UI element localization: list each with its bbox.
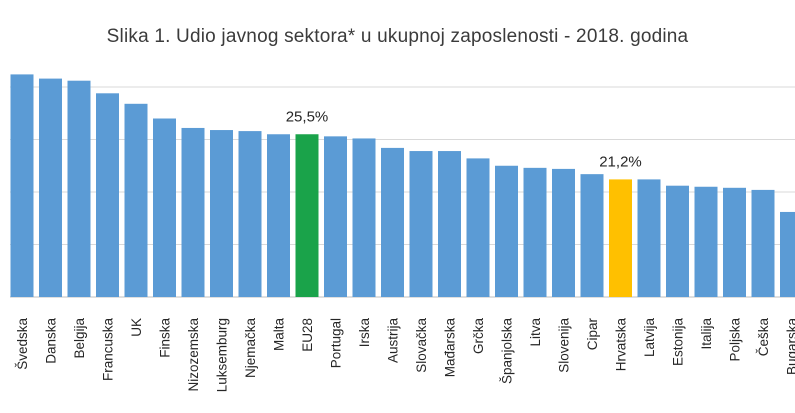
bar-luksemburg (210, 130, 233, 297)
bar-estonija (666, 185, 689, 297)
bars (10, 74, 795, 298)
x-tick-label: Estonija (671, 318, 686, 367)
bar-francuska (96, 93, 119, 297)
chart-title: Slika 1. Udio javnog sektora* u ukupnoj … (106, 26, 689, 47)
x-tick-label: Luksemburg (215, 318, 230, 392)
x-tick-label: Njemačka (243, 318, 258, 379)
bar-poljska (723, 187, 746, 297)
x-tick-label: Mađarska (443, 318, 458, 378)
x-tick-labels: Švedska Danska Belgija Francuska UK Finska Niz… (15, 318, 795, 393)
x-tick-label: Španjolska (500, 318, 515, 385)
bar-španjolska (495, 165, 518, 297)
bar-hrvatska (609, 179, 632, 297)
bar-eu28 (295, 134, 319, 297)
x-tick-label: Hrvatska (614, 318, 629, 372)
x-tick-label: Finska (158, 318, 173, 358)
bar-cipar (580, 174, 604, 297)
x-tick-label: Portugal (329, 318, 344, 368)
bar-finska (153, 118, 176, 297)
x-tick-label: Cipar (585, 318, 600, 351)
x-tick-label: Slovačka (414, 318, 429, 373)
x-tick-label: Poljska (728, 318, 743, 362)
x-tick-label: Bugarska (785, 318, 795, 376)
bar-švedska (10, 74, 34, 298)
bar-grčka (466, 158, 490, 297)
bar-mađarska (438, 151, 461, 297)
x-tick-label: Švedska (15, 318, 30, 370)
data-labels: 25,5% 21,2% (286, 108, 642, 170)
x-tick-label: Grčka (471, 318, 486, 354)
data-label-eu28: 25,5% (286, 108, 329, 125)
x-tick-label: EU28 (300, 318, 315, 352)
bar-belgija (67, 80, 91, 297)
bar-nizozemska (181, 127, 205, 297)
x-tick-label: Malta (272, 318, 287, 352)
bar-slovačka (409, 151, 433, 297)
bar-malta (267, 134, 290, 297)
bar-bugarska (780, 211, 795, 297)
x-tick-label: Austrija (386, 318, 401, 364)
data-label-hrvatska: 21,2% (599, 153, 642, 170)
x-tick-label: Litva (528, 318, 543, 347)
bar-austrija (381, 147, 404, 297)
bar-italija (694, 186, 718, 297)
bar-irska (352, 138, 376, 297)
x-tick-label: Nizozemska (186, 318, 201, 392)
x-tick-label: Danska (44, 318, 59, 364)
x-tick-label: Slovenija (557, 318, 572, 373)
bar-slovenija (552, 168, 575, 297)
bar-uk (124, 103, 148, 297)
bar-češka (751, 189, 775, 297)
x-tick-label: Češka (756, 318, 771, 357)
bar-litva (523, 167, 547, 297)
bar-portugal (324, 136, 347, 297)
bar-danska (39, 78, 62, 297)
x-tick-label: Latvija (642, 318, 657, 358)
x-tick-label: Francuska (101, 318, 116, 382)
bar-latvija (637, 179, 661, 297)
x-tick-label: Irska (357, 318, 372, 348)
bar-njemačka (238, 131, 262, 297)
x-tick-label: UK (129, 318, 144, 337)
x-tick-label: Belgija (72, 318, 87, 359)
x-tick-label: Italija (699, 318, 714, 350)
